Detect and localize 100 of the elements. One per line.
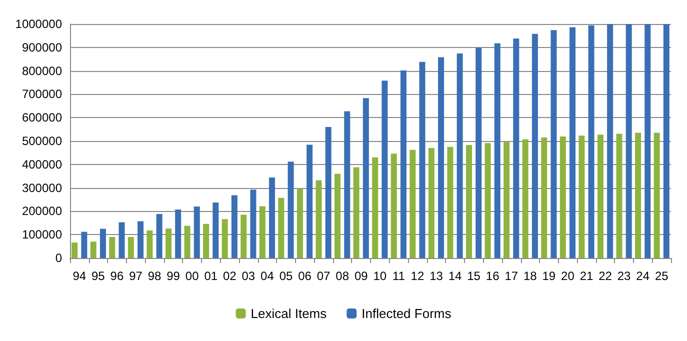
bar — [438, 57, 444, 258]
bar — [372, 157, 378, 258]
bar — [550, 30, 557, 258]
x-tick-label: 20 — [561, 269, 575, 283]
x-tick-label: 15 — [467, 269, 481, 283]
bar — [476, 48, 482, 258]
bar — [250, 190, 256, 258]
bar — [194, 206, 200, 258]
x-tick-label: 94 — [72, 269, 86, 283]
bar — [278, 198, 284, 258]
x-tick-label: 98 — [148, 269, 162, 283]
x-tick-label: 01 — [204, 269, 218, 283]
bar — [175, 210, 182, 258]
bar — [419, 62, 426, 258]
bar — [296, 188, 303, 258]
bar — [570, 27, 576, 258]
x-tick-label: 95 — [91, 269, 106, 283]
x-tick-label: 16 — [486, 269, 500, 283]
bar — [203, 224, 210, 258]
bar — [222, 219, 228, 258]
bar — [100, 228, 106, 258]
y-tick-label: 300000 — [22, 180, 62, 195]
y-tick-label: 800000 — [22, 64, 62, 78]
bar — [654, 132, 660, 258]
bar — [81, 232, 88, 258]
x-tick-label: 04 — [260, 269, 274, 283]
x-tick-label: 08 — [336, 269, 350, 283]
bar — [353, 167, 360, 258]
bar — [522, 139, 528, 258]
bar — [382, 80, 388, 258]
y-tick-label: 400000 — [22, 157, 62, 172]
legend-label: Lexical Items — [250, 306, 328, 321]
bar — [306, 144, 313, 258]
bar — [316, 180, 322, 258]
y-tick-label: 900000 — [22, 40, 62, 54]
x-tick-label: 07 — [316, 269, 331, 283]
bar — [626, 24, 632, 258]
y-tick-label: 600000 — [22, 110, 62, 125]
bar — [240, 214, 247, 258]
x-tick-label: 00 — [185, 269, 200, 283]
bar — [456, 53, 463, 258]
bar — [390, 154, 397, 258]
bar — [616, 134, 622, 258]
x-tick-label: 17 — [504, 269, 518, 283]
x-tick-label: 03 — [242, 269, 256, 283]
bar — [184, 226, 190, 258]
bar — [541, 137, 548, 258]
x-tick-label: 09 — [354, 269, 368, 283]
y-tick-label: 100000 — [22, 228, 62, 242]
y-tick-label: 200000 — [22, 204, 62, 218]
x-tick-label: 14 — [448, 269, 462, 283]
y-tick-label: 500000 — [22, 134, 62, 148]
bar — [504, 141, 510, 258]
bar — [165, 228, 172, 258]
bar — [138, 221, 144, 258]
y-tick-label: 700000 — [22, 87, 62, 102]
x-tick-label: 23 — [617, 269, 632, 283]
bar — [532, 34, 538, 258]
bar — [212, 202, 219, 258]
x-tick-label: 22 — [598, 269, 612, 283]
x-tick-label: 11 — [392, 269, 406, 283]
bar — [494, 43, 500, 258]
bar — [90, 242, 96, 258]
bar — [644, 24, 651, 258]
x-tick-label: 05 — [279, 269, 293, 283]
bar — [344, 111, 350, 258]
bar — [259, 206, 266, 258]
x-tick-label: 99 — [166, 269, 180, 283]
bar — [410, 150, 416, 258]
x-tick-label: 25 — [654, 269, 669, 283]
x-tick-label: 24 — [636, 269, 650, 283]
bar — [466, 144, 472, 258]
x-tick-label: 18 — [523, 269, 538, 283]
bar — [560, 136, 566, 258]
bar — [269, 178, 276, 258]
bar — [231, 195, 238, 258]
bar — [362, 98, 369, 258]
bar — [288, 162, 294, 258]
x-tick-label: 13 — [430, 269, 444, 283]
x-tick-label: 19 — [542, 269, 556, 283]
y-tick-label: 1000000 — [15, 17, 62, 31]
x-tick-label: 02 — [222, 269, 237, 283]
bar — [118, 222, 125, 258]
y-tick-label: 0 — [55, 251, 62, 265]
bar — [588, 25, 594, 258]
x-tick-label: 96 — [110, 269, 124, 283]
bar — [447, 146, 454, 258]
legend-label: Inflected Forms — [362, 306, 452, 321]
bar — [663, 24, 670, 258]
bar — [325, 126, 332, 258]
bar — [484, 143, 491, 258]
bar — [72, 242, 78, 258]
bar — [109, 236, 116, 258]
bar — [607, 24, 614, 258]
bar — [428, 148, 434, 258]
bar — [334, 174, 341, 258]
bar — [400, 70, 406, 258]
bar — [597, 134, 604, 258]
x-tick-label: 21 — [580, 269, 594, 283]
bar — [146, 230, 153, 258]
